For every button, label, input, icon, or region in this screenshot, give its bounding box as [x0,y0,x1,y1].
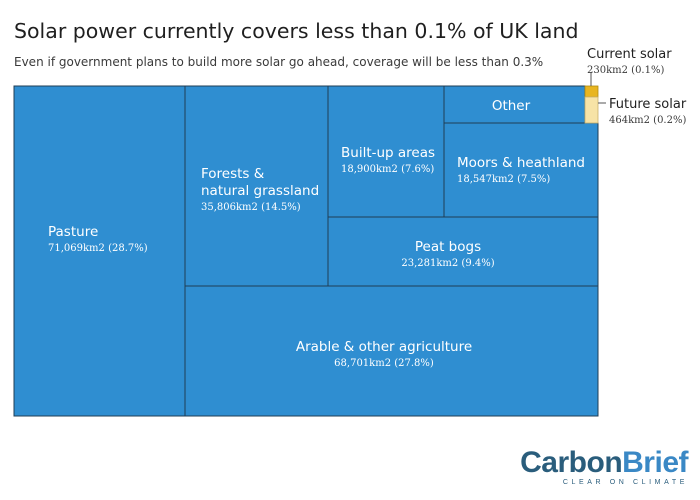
chart-subtitle: Even if government plans to build more s… [14,55,544,69]
tile-current-solar [584,85,599,98]
tile-label-peat-bogs: Peat bogs [415,239,481,255]
callout-value-current-solar: 230km2 (0.1%) [587,65,664,76]
tile-value-peat-bogs: 23,281km2 (9.4%) [401,258,494,269]
tile-label-pasture: Pasture [48,224,98,240]
callout-label-current-solar: Current solar [587,47,672,62]
tile-value-built-up-areas: 18,900km2 (7.6%) [341,164,434,175]
callout-value-future-solar: 464km2 (0.2%) [609,115,686,126]
logo-carbon: Carbon [520,446,623,479]
carbonbrief-logo: CarbonBrief CLEAR ON CLIMATE [520,448,688,487]
callout-label-future-solar: Future solar [609,97,687,112]
tile-label-forests-and-natural-grassland: Forests & natural grassland [201,166,319,199]
tile-other [443,85,586,124]
tile-value-forests-and-natural-grassland: 35,806km2 (14.5%) [201,202,301,213]
tile-moors-and-heathland [443,122,599,218]
logo-wordmark: CarbonBrief [520,448,688,478]
tile-peat-bogs [327,216,599,287]
tile-value-pasture: 71,069km2 (28.7%) [48,243,148,254]
tile-value-moors-and-heathland: 18,547km2 (7.5%) [457,174,550,185]
tile-label-built-up-areas: Built-up areas [341,145,435,161]
logo-brief: Brief [622,446,688,479]
tile-pasture [13,85,186,417]
logo-tagline: CLEAR ON CLIMATE [562,479,688,486]
tile-value-arable-and-other-agriculture: 68,701km2 (27.8%) [334,358,434,369]
tile-label-other: Other [492,98,531,114]
tile-arable-and-other-agriculture [184,285,599,417]
tile-forests-and-natural-grassland [184,85,329,287]
chart-title: Solar power currently covers less than 0… [14,19,579,43]
tile-label-moors-and-heathland: Moors & heathland [457,155,585,171]
tile-label-arable-and-other-agriculture: Arable & other agriculture [296,339,472,355]
tile-future-solar [584,96,599,124]
